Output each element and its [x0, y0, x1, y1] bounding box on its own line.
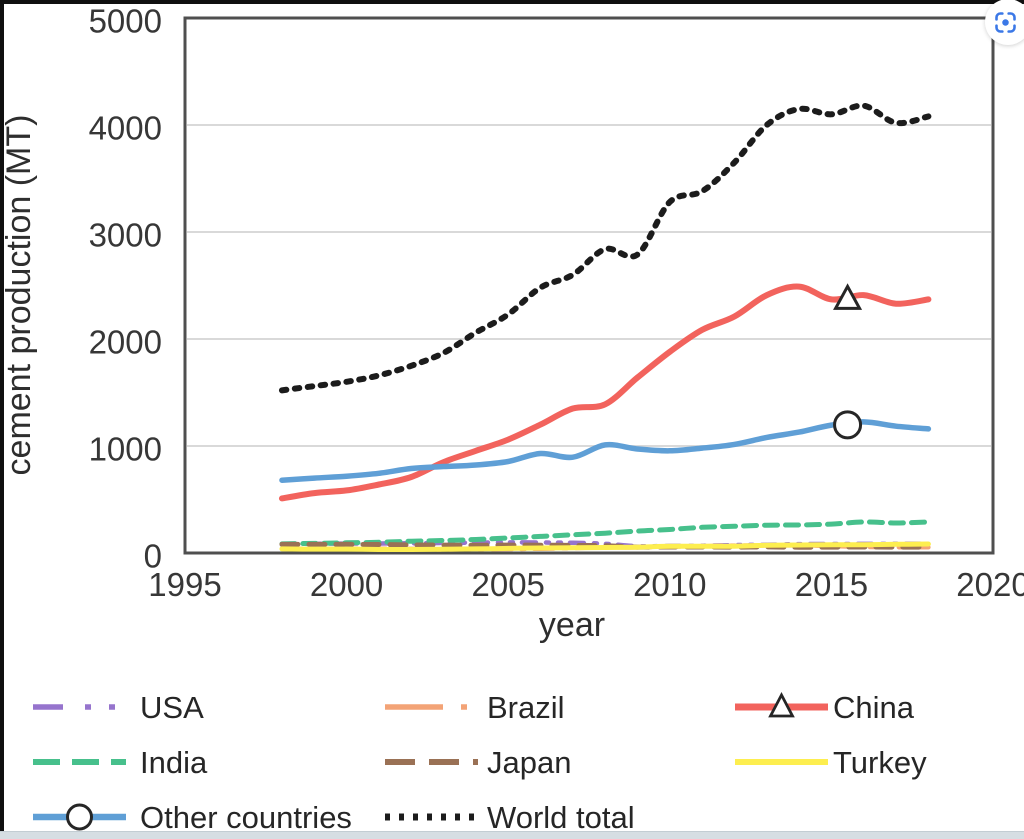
- series-line-other-countries: [279, 419, 932, 483]
- legend-label: Other countries: [140, 800, 352, 835]
- series-line-world-total: [278, 102, 932, 394]
- legend-item-brazil: Brazil: [385, 690, 565, 725]
- y-tick-label: 2000: [89, 324, 162, 361]
- legend-item-japan: Japan: [385, 745, 571, 780]
- left-edge: [0, 0, 4, 831]
- x-tick-label: 2005: [471, 566, 544, 603]
- series-line-china: [278, 283, 932, 502]
- series-marker-other-countries-circle: [833, 410, 863, 440]
- legend-item-other-countries: Other countries: [33, 800, 352, 835]
- top-edge: [0, 0, 1024, 4]
- legend-label: USA: [140, 690, 204, 725]
- series-line-turkey: [279, 541, 931, 552]
- legend-item-turkey: Turkey: [735, 745, 927, 780]
- y-tick-label: 0: [144, 538, 162, 575]
- legend-item-india: India: [33, 745, 208, 780]
- legend-marker-circle: [66, 803, 93, 831]
- series-line-india: [279, 519, 931, 547]
- image-search-button[interactable]: [985, 0, 1024, 45]
- series-marker-china-triangle: [833, 283, 863, 310]
- plot-border: [183, 16, 995, 555]
- x-tick-label: 2010: [633, 566, 706, 603]
- legend-label: Japan: [487, 745, 571, 780]
- legend-label: India: [140, 745, 208, 780]
- x-tick-label: 1995: [148, 566, 221, 603]
- x-tick-label: 2000: [310, 566, 383, 603]
- legend-label: Turkey: [833, 745, 927, 780]
- x-axis-title: year: [539, 606, 605, 644]
- legend-item-china: China: [735, 690, 915, 725]
- x-tick-label: 2015: [795, 566, 868, 603]
- image-search-icon: [994, 11, 1016, 33]
- legend-marker-triangle: [768, 691, 795, 718]
- y-tick-label: 4000: [89, 110, 162, 147]
- legend-label: China: [833, 690, 915, 725]
- legend-label: Brazil: [487, 690, 565, 725]
- legend-item-usa: USA: [33, 690, 204, 725]
- x-tick-label: 2020: [956, 566, 1024, 603]
- bottom-strip: [0, 831, 1024, 839]
- legend-item-world-total: World total: [385, 800, 635, 835]
- y-tick-label: 3000: [89, 217, 162, 254]
- y-axis-title: cement production (MT): [0, 115, 38, 476]
- y-tick-label: 5000: [89, 3, 162, 40]
- legend-label: World total: [487, 800, 635, 835]
- y-tick-label: 1000: [89, 431, 162, 468]
